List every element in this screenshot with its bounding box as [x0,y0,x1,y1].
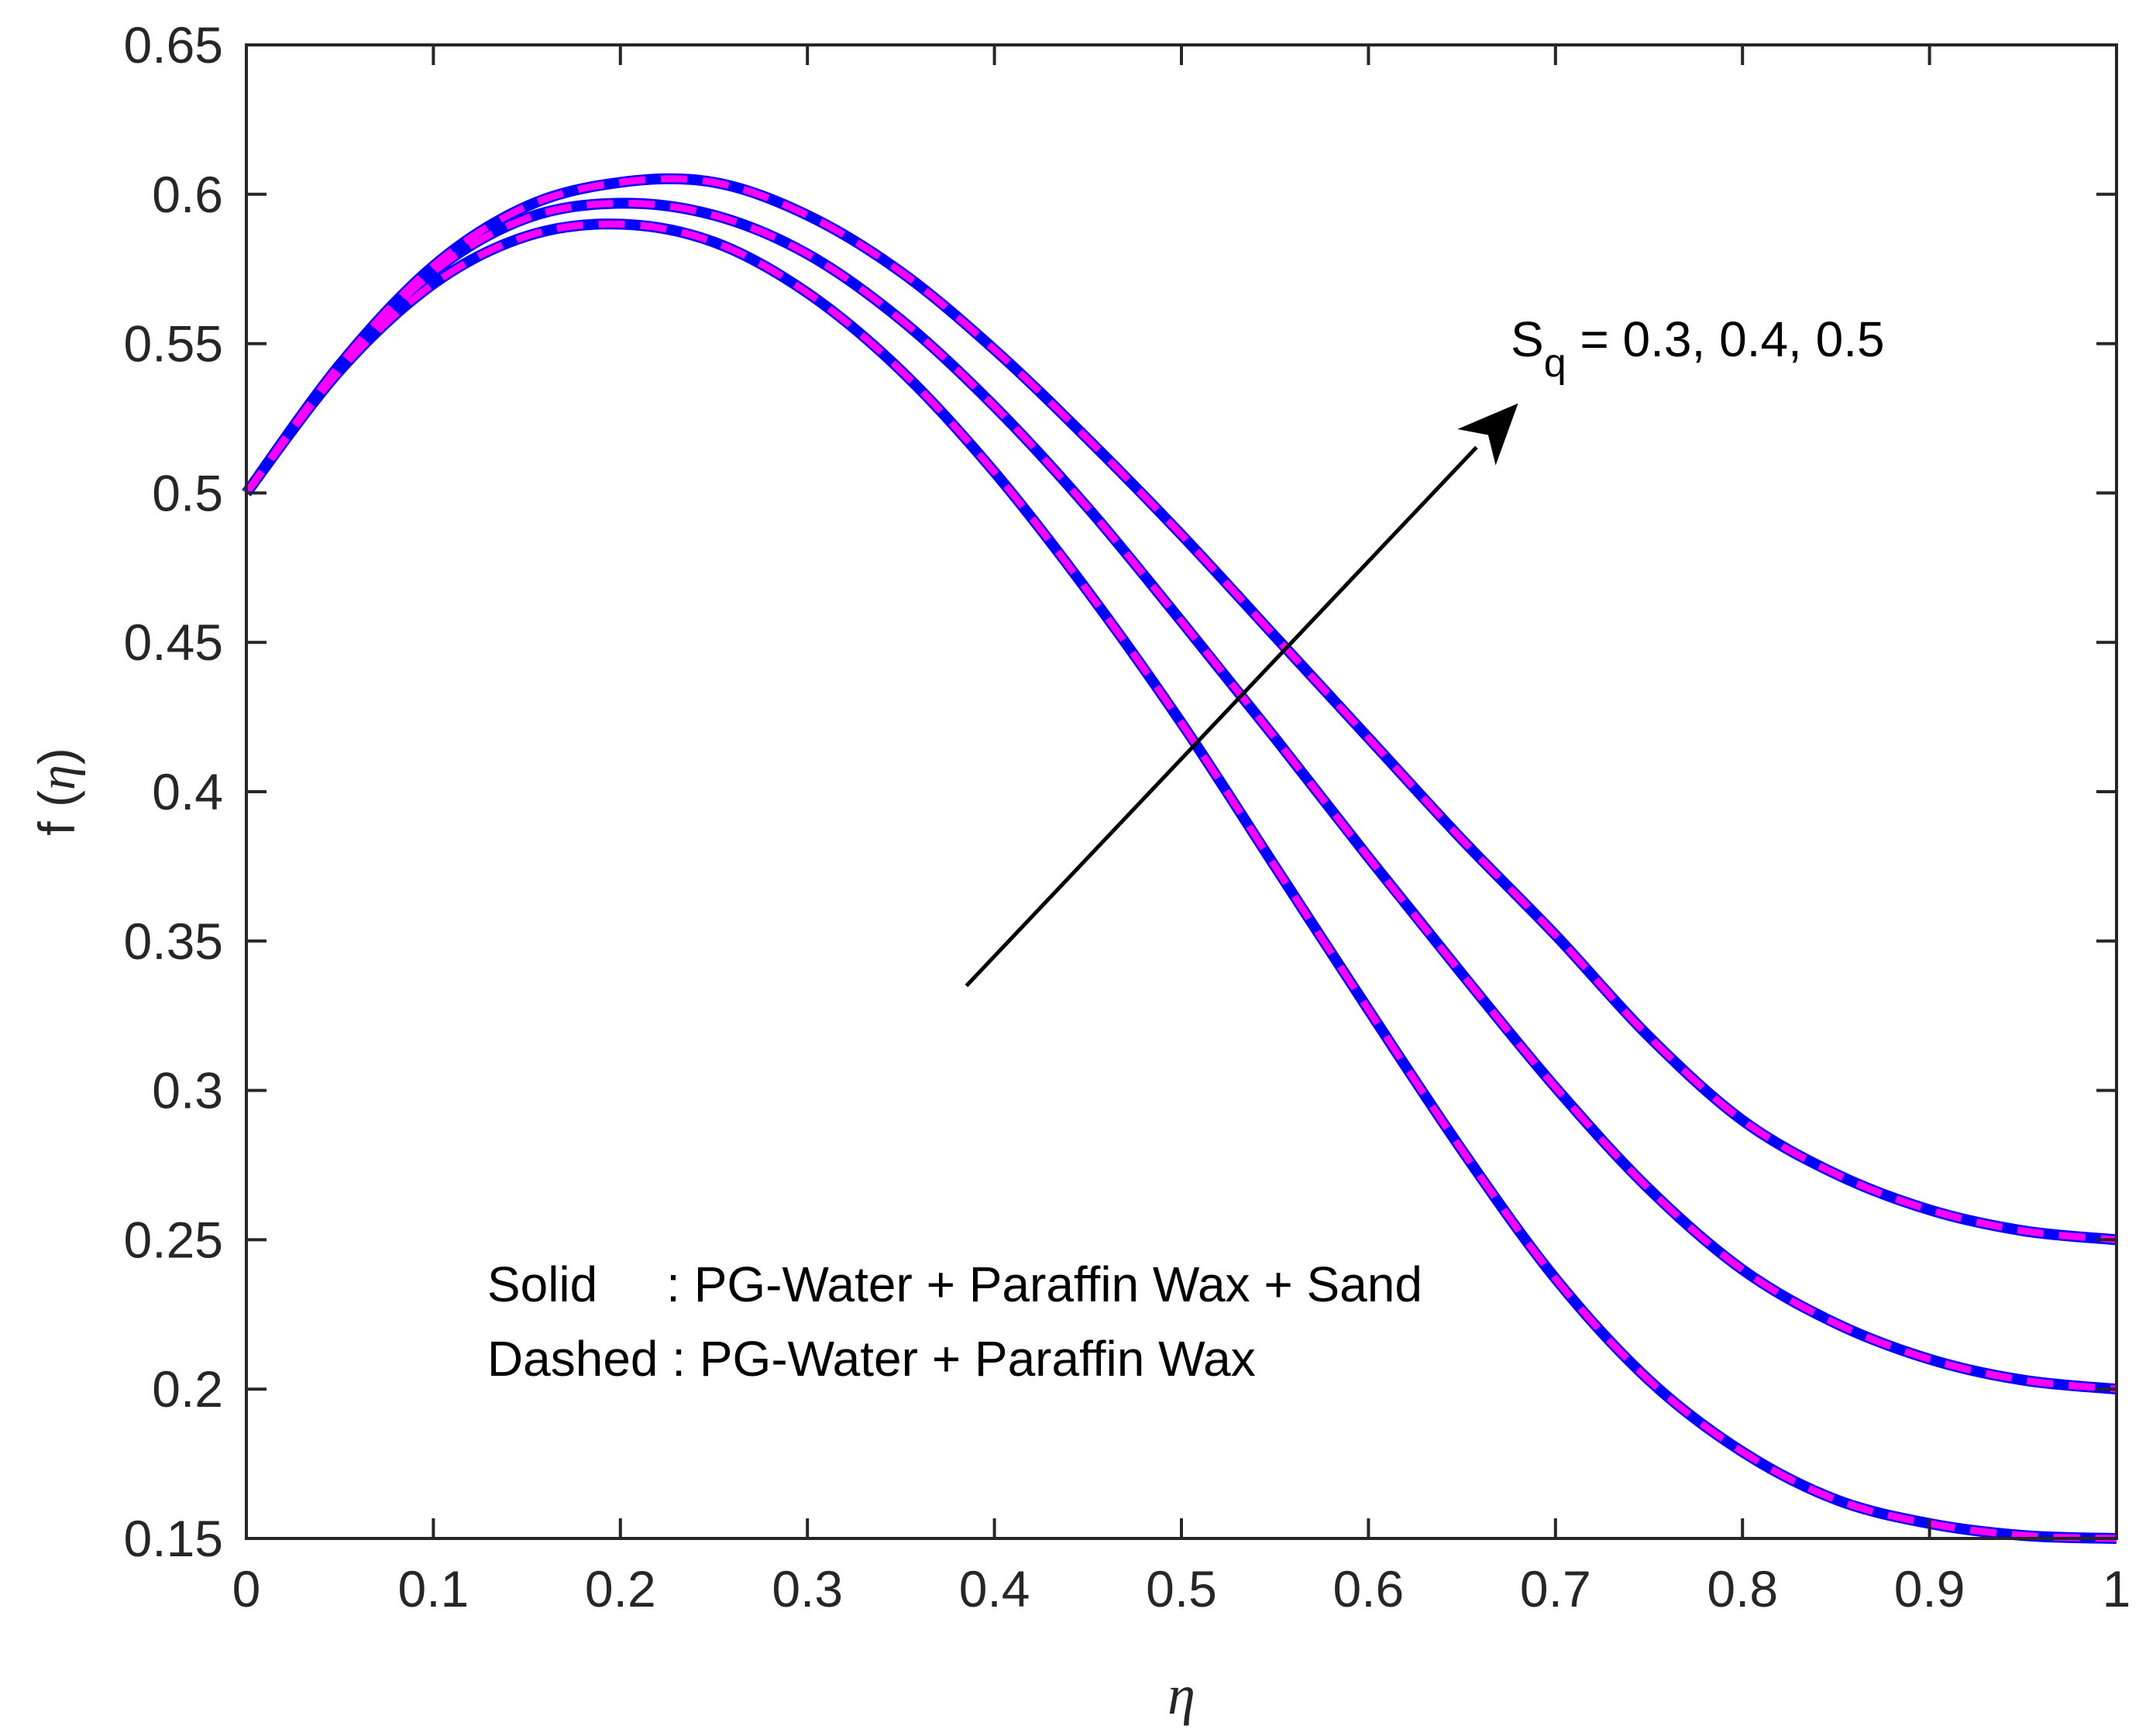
x-tick-label: 0.7 [1520,1560,1591,1617]
y-tick-label: 0.5 [152,464,223,521]
parameter-annotation: Sq = 0.3, 0.4, 0.5 [1511,311,1885,386]
y-axis-ticks: 0.15 0.2 0.25 0.3 0.35 0.4 0.45 0.5 0.55 0.6 0.65 [124,16,2117,1567]
dashed-series-line-1 [243,220,2117,1542]
series-layer [242,173,2117,1544]
x-tick-label: 1 [2103,1560,2131,1617]
dashed-series-line-2 [243,199,2117,1393]
y-axis-label: f (η) [28,748,86,835]
y-tick-label: 0.6 [152,166,223,223]
dashed-series-line-3 [243,175,2117,1243]
x-tick-label: 0.6 [1333,1560,1405,1617]
y-tick-label: 0.2 [152,1360,223,1418]
annotation-symbol: S [1511,311,1544,367]
annotation-arrow-layer [965,403,1518,988]
annotation-arrow-head [1457,403,1518,466]
annotation-arrow-shaft [965,445,1478,988]
y-tick-label: 0.45 [124,614,223,671]
legend-solid-desc: : PG-Water + Paraffin Wax + Sand [666,1256,1422,1312]
x-tick-label: 0.4 [959,1560,1030,1617]
y-axis-label-symbol: η [29,765,86,790]
x-tick-label: 0.9 [1894,1560,1965,1617]
annotation-values: = 0.3, 0.4, 0.5 [1566,311,1885,367]
y-tick-label: 0.3 [152,1062,223,1119]
x-axis-label: η [1168,1664,1195,1726]
legend-dashed-key: Dashed [487,1331,672,1387]
x-tick-label: 0 [232,1560,261,1617]
x-tick-label: 0.2 [585,1560,656,1617]
x-tick-label: 0.5 [1146,1560,1217,1617]
y-axis-label-suffix: ) [28,748,85,765]
legend-dashed: Dashed : PG-Water + Paraffin Wax [418,1331,1297,1387]
x-tick-label: 0.3 [772,1560,843,1617]
y-tick-label: 0.4 [152,763,223,820]
x-axis-ticks: 0 0.1 0.2 0.3 0.4 0.5 0.6 0.7 0.8 0.9 1 [232,45,2131,1617]
y-tick-label: 0.65 [124,16,223,74]
y-tick-label: 0.35 [124,913,223,970]
legend-dashed-desc: : PG-Water + Paraffin Wax [672,1331,1255,1387]
legend-solid-key: Solid [487,1256,666,1312]
y-tick-label: 0.15 [124,1510,223,1567]
y-tick-label: 0.25 [124,1211,223,1268]
y-axis-label-prefix: f ( [28,790,85,836]
x-tick-label: 0.8 [1707,1560,1778,1617]
y-tick-label: 0.55 [124,315,223,373]
annotation-subscript: q [1544,341,1566,386]
legend-solid: Solid : PG-Water + Paraffin Wax + Sand [418,1256,1463,1312]
x-tick-label: 0.1 [398,1560,469,1617]
